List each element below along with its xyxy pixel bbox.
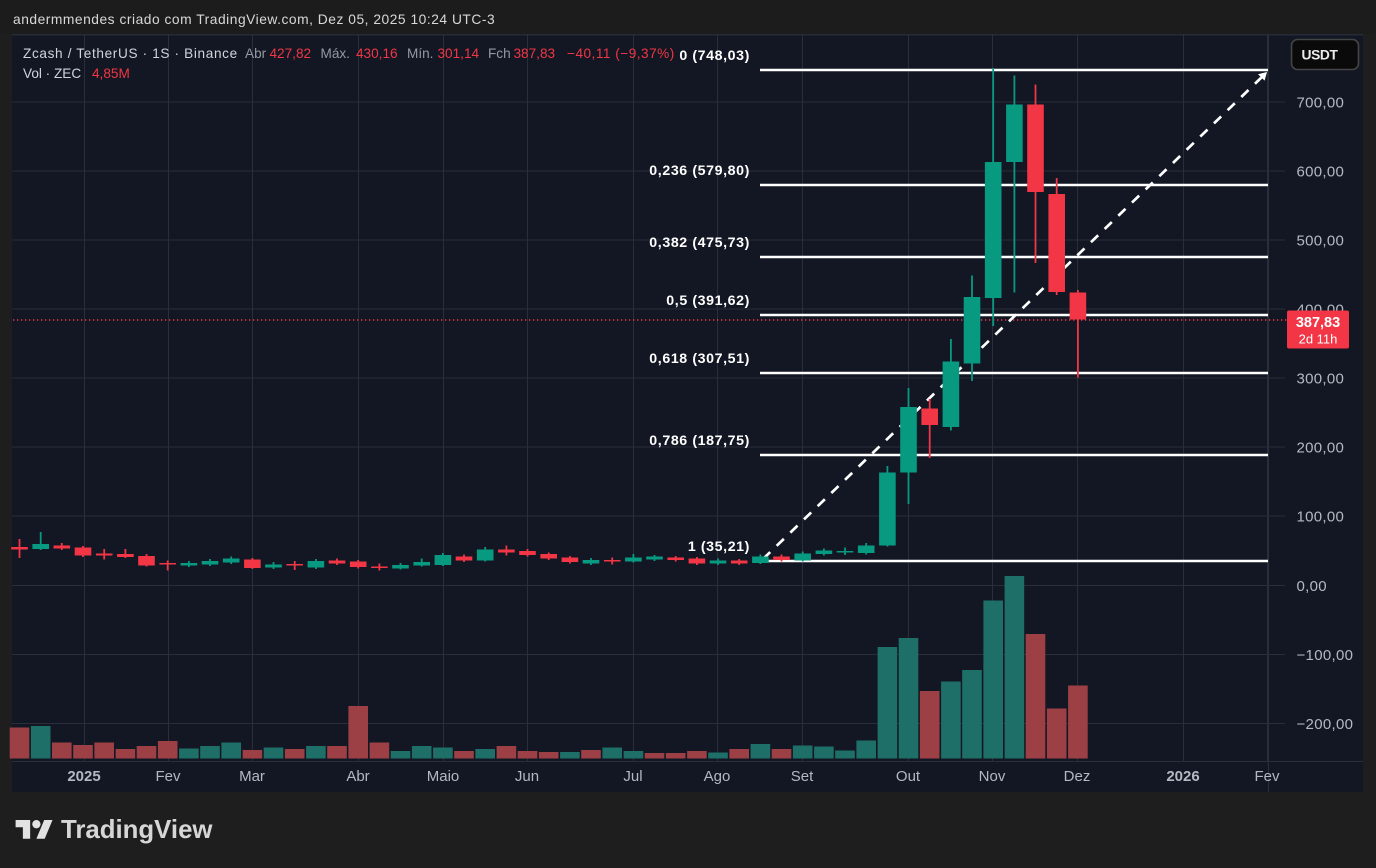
svg-text:Jun: Jun xyxy=(515,768,539,785)
svg-text:Fev: Fev xyxy=(155,768,181,785)
svg-text:Zcash / TetherUS · 1S · Binanc: Zcash / TetherUS · 1S · Binance xyxy=(23,46,238,61)
svg-text:427,82: 427,82 xyxy=(270,46,312,61)
svg-text:600,00: 600,00 xyxy=(1297,163,1345,180)
svg-text:−100,00: −100,00 xyxy=(1297,647,1354,664)
svg-text:Abr: Abr xyxy=(245,46,267,61)
svg-text:Máx.: Máx. xyxy=(321,46,350,61)
svg-text:1 (35,21): 1 (35,21) xyxy=(688,539,750,555)
svg-text:Mar: Mar xyxy=(239,768,265,785)
svg-text:700,00: 700,00 xyxy=(1297,94,1345,111)
svg-text:Out: Out xyxy=(896,768,921,785)
svg-text:Jul: Jul xyxy=(623,768,642,785)
svg-text:387,83: 387,83 xyxy=(1296,315,1340,331)
svg-text:387,83: 387,83 xyxy=(514,46,556,61)
svg-text:Abr: Abr xyxy=(346,768,369,785)
svg-text:300,00: 300,00 xyxy=(1297,370,1345,387)
svg-text:Dez: Dez xyxy=(1064,768,1091,785)
svg-text:Maio: Maio xyxy=(427,768,460,785)
svg-text:430,16: 430,16 xyxy=(356,46,398,61)
svg-text:100,00: 100,00 xyxy=(1297,508,1345,525)
svg-text:0,618 (307,51): 0,618 (307,51) xyxy=(649,351,750,367)
svg-text:0 (748,03): 0 (748,03) xyxy=(679,48,750,64)
svg-text:Set: Set xyxy=(791,768,814,785)
svg-text:0,5 (391,62): 0,5 (391,62) xyxy=(666,293,750,309)
svg-text:200,00: 200,00 xyxy=(1297,439,1345,456)
svg-text:Nov: Nov xyxy=(979,768,1006,785)
svg-text:Vol · ZEC: Vol · ZEC xyxy=(23,66,81,81)
svg-text:TradingView: TradingView xyxy=(61,816,213,844)
svg-text:4,85M: 4,85M xyxy=(92,66,130,81)
svg-text:−40,11 (−9,37%): −40,11 (−9,37%) xyxy=(567,46,675,61)
svg-text:Fev: Fev xyxy=(1254,768,1280,785)
svg-text:500,00: 500,00 xyxy=(1297,232,1345,249)
svg-text:0,382 (475,73): 0,382 (475,73) xyxy=(649,235,750,251)
svg-text:−200,00: −200,00 xyxy=(1297,716,1354,733)
svg-text:2025: 2025 xyxy=(67,768,100,785)
svg-text:0,00: 0,00 xyxy=(1297,578,1327,595)
svg-text:Mín.: Mín. xyxy=(407,46,433,61)
svg-text:0,786 (187,75): 0,786 (187,75) xyxy=(649,433,750,449)
svg-text:USDT: USDT xyxy=(1302,48,1339,63)
svg-text:andermmendes criado com Tradin: andermmendes criado com TradingView.com,… xyxy=(13,12,495,27)
svg-text:0,236 (579,80): 0,236 (579,80) xyxy=(649,163,750,179)
svg-text:Fch: Fch xyxy=(488,46,511,61)
svg-text:Ago: Ago xyxy=(704,768,731,785)
svg-text:2026: 2026 xyxy=(1166,768,1199,785)
svg-text:2d 11h: 2d 11h xyxy=(1299,332,1338,347)
svg-text:301,14: 301,14 xyxy=(438,46,480,61)
